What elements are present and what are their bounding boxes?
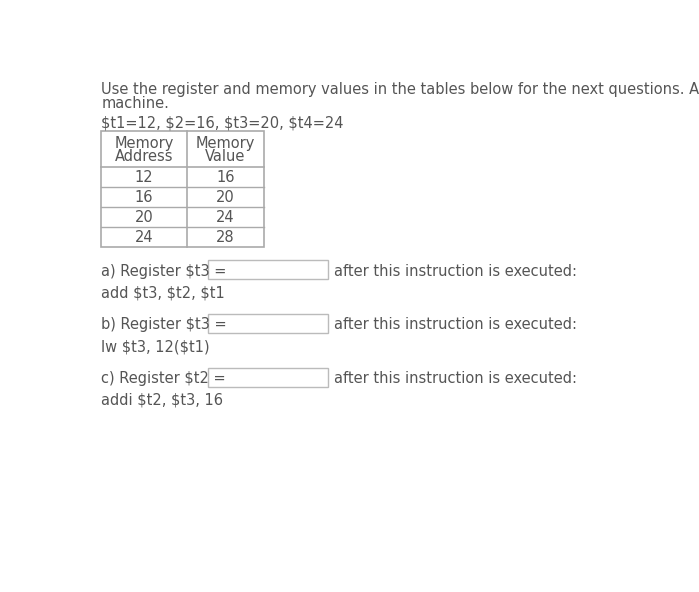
Text: b) Register \$t3 =: b) Register \$t3 = (101, 317, 227, 333)
Text: a) Register \$t3 =: a) Register \$t3 = (101, 263, 226, 279)
Bar (208, 260, 328, 279)
Text: \$t1=12, \$2=16, \$t3=20, \$t4=24: \$t1=12, \$2=16, \$t3=20, \$t4=24 (101, 115, 344, 131)
Text: 28: 28 (216, 230, 235, 246)
Text: 16: 16 (216, 170, 235, 185)
Text: addi \$t2, \$t3, 16: addi \$t2, \$t3, 16 (101, 393, 223, 408)
Text: add \$t3, \$t2, \$t1: add \$t3, \$t2, \$t1 (101, 285, 225, 300)
Text: lw \$t3, 12(\$t1): lw \$t3, 12(\$t1) (101, 339, 210, 354)
Text: Value: Value (205, 149, 245, 164)
Text: after this instruction is executed:: after this instruction is executed: (334, 263, 577, 279)
Text: Address: Address (115, 149, 173, 164)
Text: 20: 20 (216, 191, 235, 205)
Bar (101, 131, 264, 247)
Text: Use the register and memory values in the tables below for the next questions. A: Use the register and memory values in th… (101, 82, 699, 97)
Text: 24: 24 (135, 230, 153, 246)
Text: machine.: machine. (101, 96, 169, 111)
Text: Memory: Memory (196, 137, 255, 152)
Text: after this instruction is executed:: after this instruction is executed: (334, 371, 577, 387)
Bar (208, 368, 328, 387)
Text: 24: 24 (216, 210, 235, 226)
Text: 12: 12 (135, 170, 153, 185)
Text: c) Register \$t2 =: c) Register \$t2 = (101, 371, 226, 387)
Text: after this instruction is executed:: after this instruction is executed: (334, 317, 577, 333)
Text: 20: 20 (135, 210, 153, 226)
Text: 16: 16 (135, 191, 153, 205)
Bar (208, 314, 328, 333)
Text: Memory: Memory (114, 137, 173, 152)
